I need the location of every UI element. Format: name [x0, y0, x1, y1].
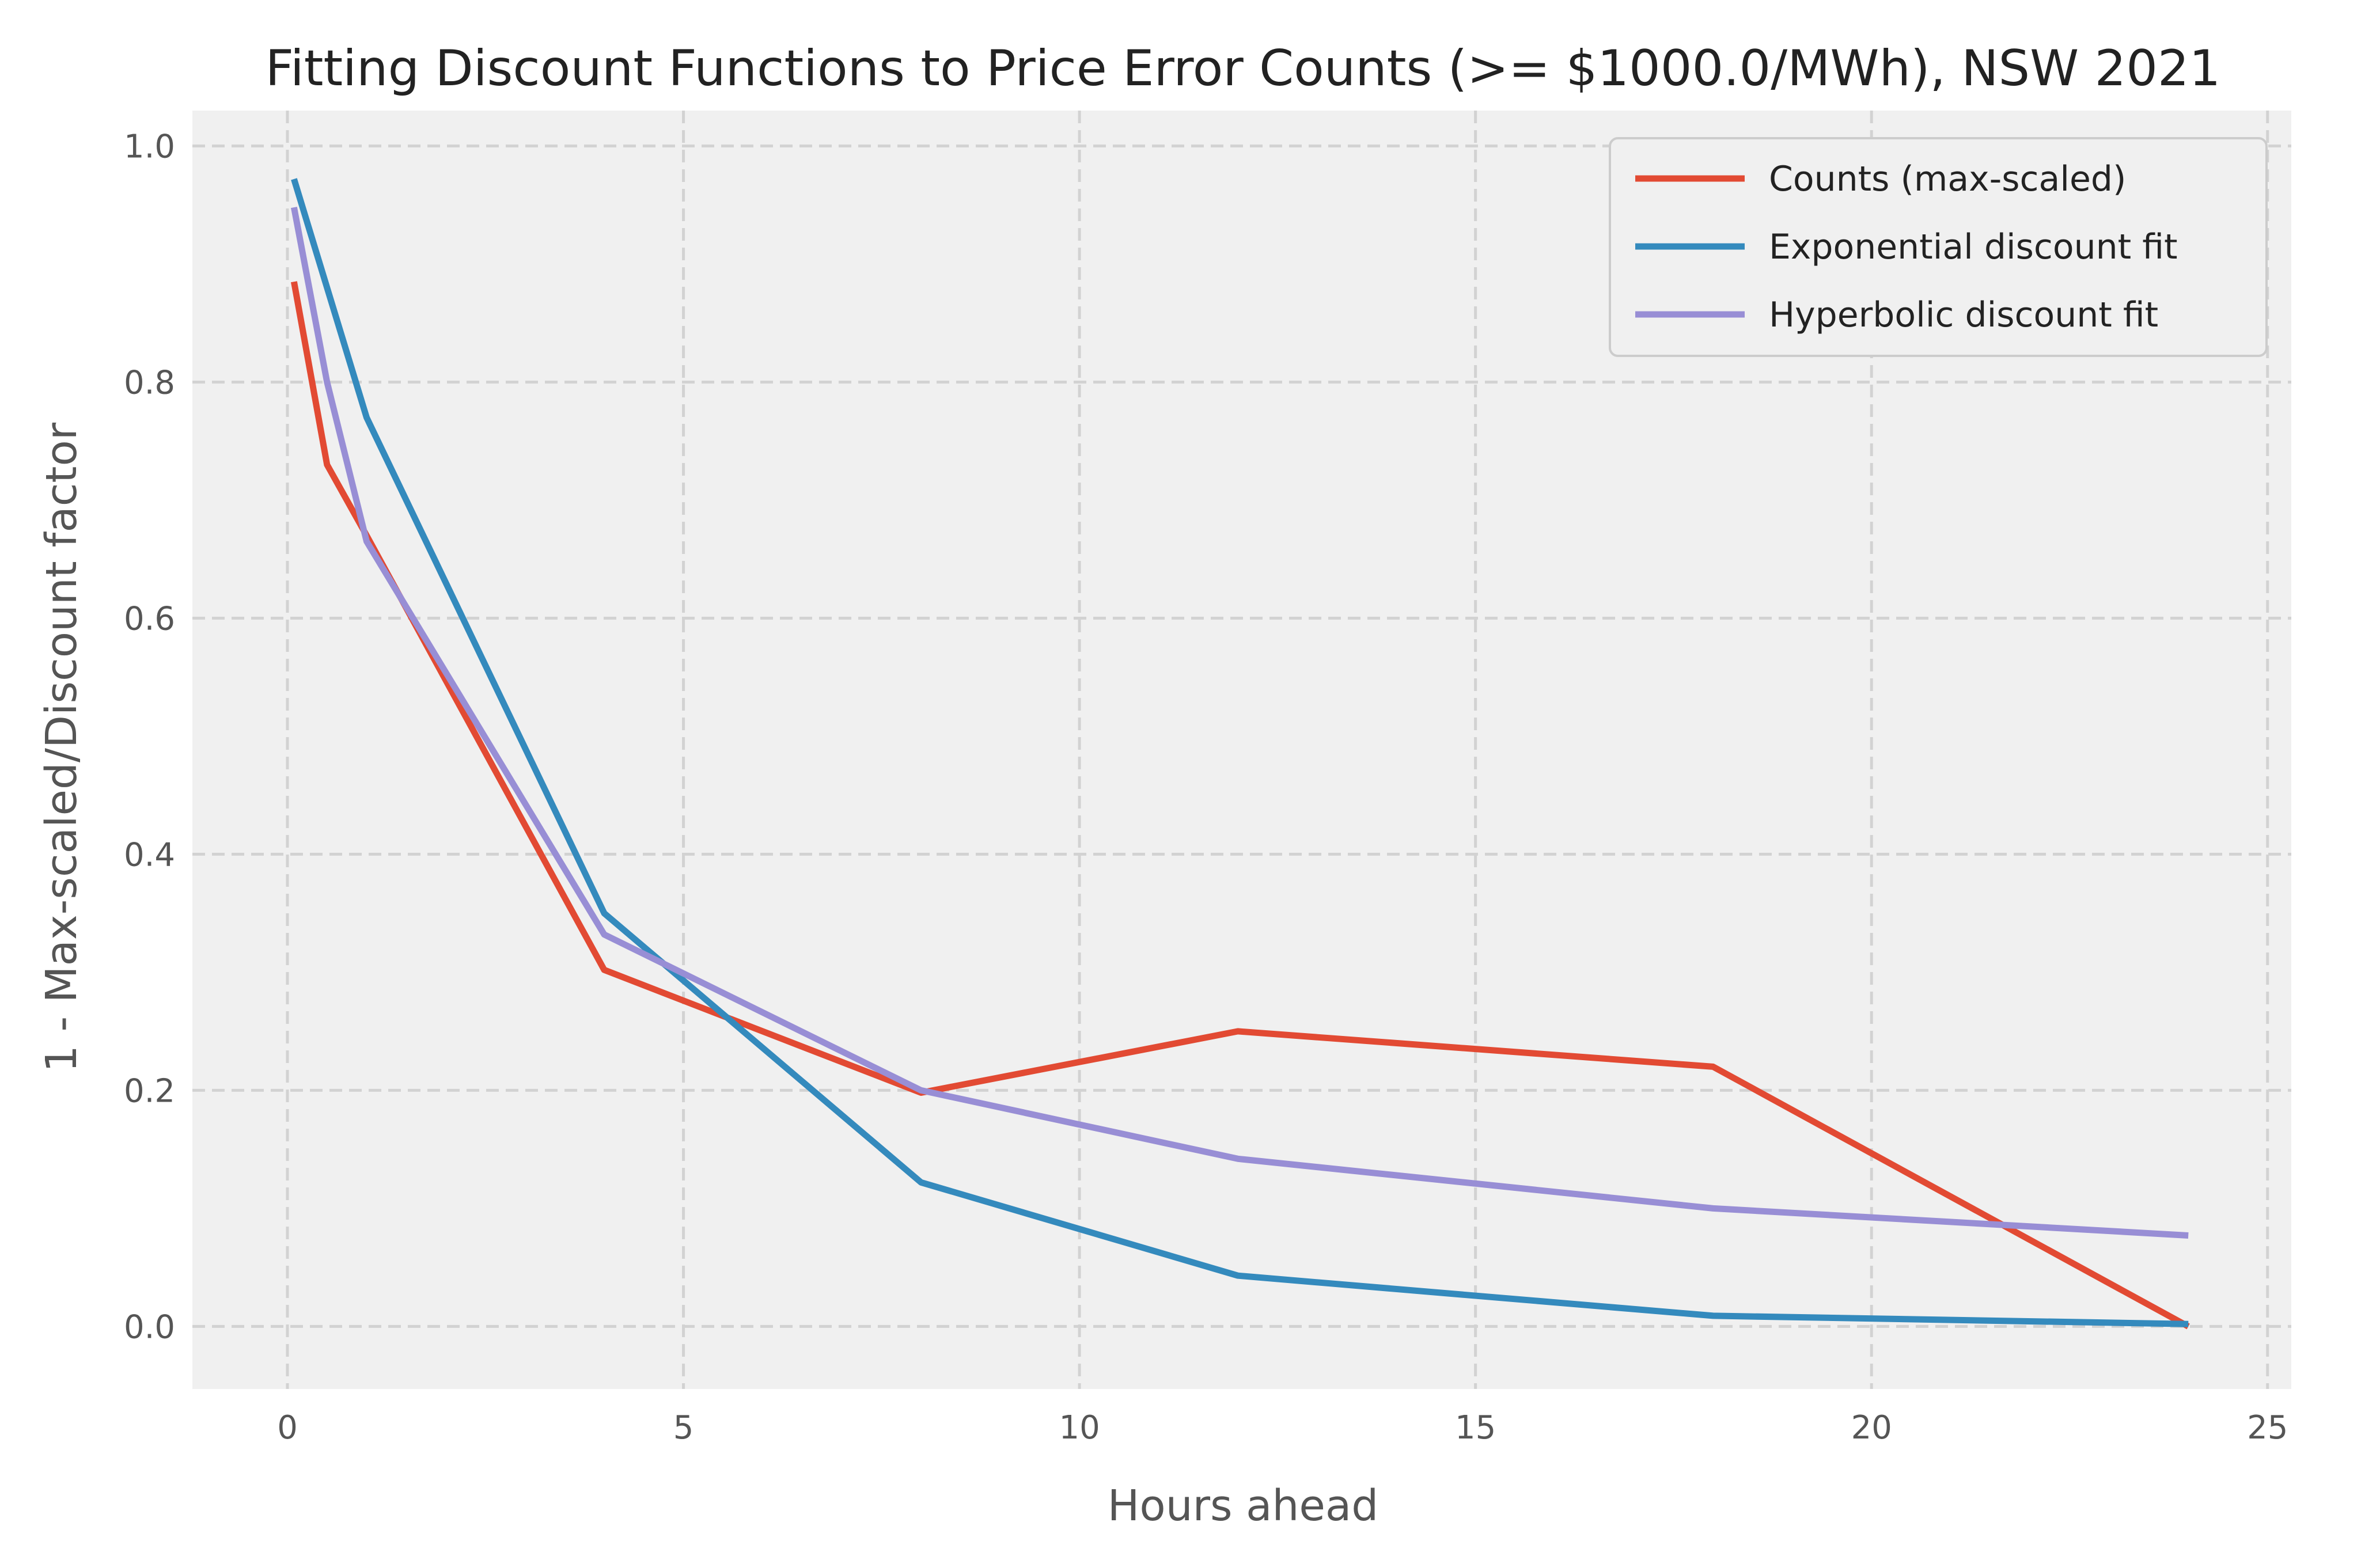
series-line-1: [290, 281, 2190, 1330]
y-tick-label: 1.0: [124, 128, 175, 165]
tick-labels: 0 5 10 15 20 25 0.0 0.2 0.4 0.6 0.8 1.0: [124, 128, 2288, 1447]
legend-entry: Exponential discount fit: [1769, 227, 2178, 267]
series-line-3: [290, 207, 2189, 1239]
x-tick-label: 0: [277, 1409, 298, 1447]
x-tick-label: 10: [1059, 1409, 1100, 1447]
x-axis-label: Hours ahead: [1108, 1481, 1378, 1531]
y-tick-label: 0.0: [124, 1308, 175, 1346]
x-tick-label: 25: [2247, 1409, 2288, 1447]
y-tick-label: 0.6: [124, 600, 175, 637]
y-tick-label: 0.8: [124, 364, 175, 401]
series-lines: [290, 178, 2190, 1330]
chart-title: Fitting Discount Functions to Price Erro…: [266, 40, 2221, 97]
x-tick-label: 5: [673, 1409, 694, 1447]
legend-box: [1609, 137, 2268, 357]
x-tick-label: 20: [1851, 1409, 1892, 1447]
legend-entry: Hyperbolic discount fit: [1769, 295, 2158, 335]
legend-entry: Counts (max-scaled): [1769, 159, 2126, 199]
y-axis-label: 1 - Max-scaled/Discount factor: [37, 422, 86, 1072]
y-tick-label: 0.4: [124, 836, 175, 874]
legend: Counts (max-scaled) Exponential discount …: [1609, 137, 2268, 357]
series-line-2: [291, 178, 2189, 1327]
y-tick-label: 0.2: [124, 1072, 175, 1110]
x-tick-label: 15: [1455, 1409, 1496, 1447]
